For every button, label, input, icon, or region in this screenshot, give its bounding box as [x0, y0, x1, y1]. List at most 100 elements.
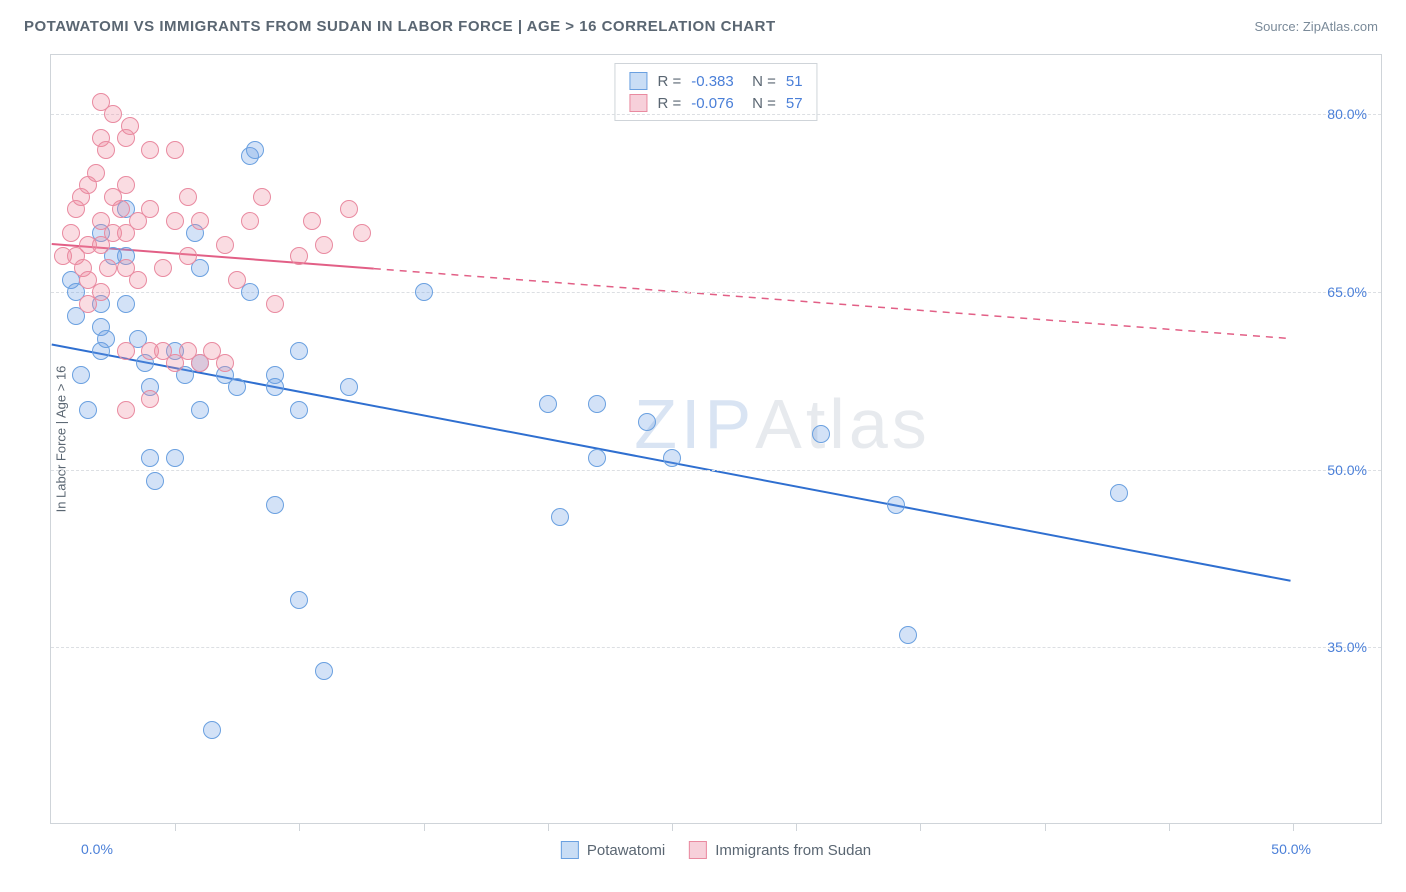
- series-legend: Potawatomi Immigrants from Sudan: [561, 841, 871, 859]
- scatter-point: [353, 224, 371, 242]
- scatter-point: [191, 212, 209, 230]
- scatter-point: [290, 401, 308, 419]
- stat-r-label: R =: [657, 73, 681, 90]
- x-tick: [175, 823, 176, 831]
- stat-n-value: 57: [786, 95, 803, 112]
- trend-lines-layer: [51, 55, 1381, 823]
- scatter-point: [117, 342, 135, 360]
- scatter-point: [588, 449, 606, 467]
- y-tick-label: 50.0%: [1327, 462, 1367, 478]
- scatter-point: [92, 283, 110, 301]
- scatter-point: [216, 236, 234, 254]
- scatter-point: [97, 141, 115, 159]
- legend-stats-row: R = -0.076 N = 57: [629, 92, 802, 114]
- scatter-point: [315, 236, 333, 254]
- legend-item: Potawatomi: [561, 841, 665, 859]
- chart-header: POTAWATOMI VS IMMIGRANTS FROM SUDAN IN L…: [0, 0, 1406, 49]
- legend-label: Immigrants from Sudan: [715, 842, 871, 859]
- scatter-point: [141, 200, 159, 218]
- scatter-point: [887, 496, 905, 514]
- x-tick: [299, 823, 300, 831]
- scatter-point: [638, 413, 656, 431]
- x-tick: [548, 823, 549, 831]
- gridline: [51, 114, 1381, 115]
- scatter-point: [290, 247, 308, 265]
- scatter-point: [141, 141, 159, 159]
- legend-label: Potawatomi: [587, 842, 665, 859]
- scatter-point: [166, 141, 184, 159]
- gridline: [51, 647, 1381, 648]
- stat-r-label: R =: [657, 95, 681, 112]
- scatter-point: [97, 330, 115, 348]
- scatter-point: [539, 395, 557, 413]
- stat-n-label: N =: [744, 95, 776, 112]
- scatter-point: [303, 212, 321, 230]
- scatter-point: [415, 283, 433, 301]
- legend-swatch: [629, 72, 647, 90]
- scatter-point: [62, 224, 80, 242]
- scatter-point: [551, 508, 569, 526]
- stat-n-label: N =: [744, 73, 776, 90]
- scatter-point: [588, 395, 606, 413]
- scatter-point: [179, 247, 197, 265]
- x-axis-max-label: 50.0%: [1271, 841, 1311, 857]
- scatter-point: [117, 401, 135, 419]
- scatter-point: [266, 496, 284, 514]
- y-tick-label: 65.0%: [1327, 284, 1367, 300]
- scatter-point: [899, 626, 917, 644]
- x-tick: [1169, 823, 1170, 831]
- scatter-point: [241, 212, 259, 230]
- scatter-point: [1110, 484, 1128, 502]
- scatter-point: [154, 259, 172, 277]
- scatter-point: [216, 354, 234, 372]
- scatter-point: [117, 295, 135, 313]
- scatter-point: [266, 295, 284, 313]
- scatter-point: [141, 390, 159, 408]
- x-tick: [796, 823, 797, 831]
- scatter-point: [129, 271, 147, 289]
- y-tick-label: 80.0%: [1327, 106, 1367, 122]
- stat-r-value: -0.076: [691, 95, 734, 112]
- scatter-point: [166, 212, 184, 230]
- gridline: [51, 470, 1381, 471]
- legend-swatch: [561, 841, 579, 859]
- scatter-point: [117, 176, 135, 194]
- scatter-point: [166, 449, 184, 467]
- x-axis-min-label: 0.0%: [81, 841, 113, 857]
- x-tick: [1045, 823, 1046, 831]
- source-value: ZipAtlas.com: [1303, 19, 1378, 34]
- scatter-point: [228, 271, 246, 289]
- scatter-point: [141, 449, 159, 467]
- x-tick: [672, 823, 673, 831]
- scatter-point: [104, 105, 122, 123]
- chart-title: POTAWATOMI VS IMMIGRANTS FROM SUDAN IN L…: [24, 18, 776, 35]
- scatter-point: [72, 366, 90, 384]
- scatter-point: [79, 401, 97, 419]
- source-attribution: Source: ZipAtlas.com: [1254, 19, 1378, 34]
- scatter-point: [290, 591, 308, 609]
- scatter-point: [99, 259, 117, 277]
- scatter-point: [179, 188, 197, 206]
- scatter-point: [228, 378, 246, 396]
- scatter-point: [246, 141, 264, 159]
- correlation-scatter-chart: In Labor Force | Age > 16 ZIPAtlas R = -…: [50, 54, 1382, 824]
- scatter-point: [121, 117, 139, 135]
- y-tick-label: 35.0%: [1327, 639, 1367, 655]
- x-tick: [424, 823, 425, 831]
- stat-r-value: -0.383: [691, 73, 734, 90]
- scatter-point: [290, 342, 308, 360]
- scatter-point: [315, 662, 333, 680]
- scatter-point: [253, 188, 271, 206]
- scatter-point: [266, 378, 284, 396]
- legend-item: Immigrants from Sudan: [689, 841, 871, 859]
- x-tick: [1293, 823, 1294, 831]
- correlation-stats-legend: R = -0.383 N = 51R = -0.076 N = 57: [614, 63, 817, 121]
- legend-swatch: [629, 94, 647, 112]
- legend-stats-row: R = -0.383 N = 51: [629, 70, 802, 92]
- scatter-point: [340, 378, 358, 396]
- scatter-point: [812, 425, 830, 443]
- scatter-point: [112, 200, 130, 218]
- y-axis-label: In Labor Force | Age > 16: [54, 366, 69, 513]
- stat-n-value: 51: [786, 73, 803, 90]
- scatter-point: [191, 401, 209, 419]
